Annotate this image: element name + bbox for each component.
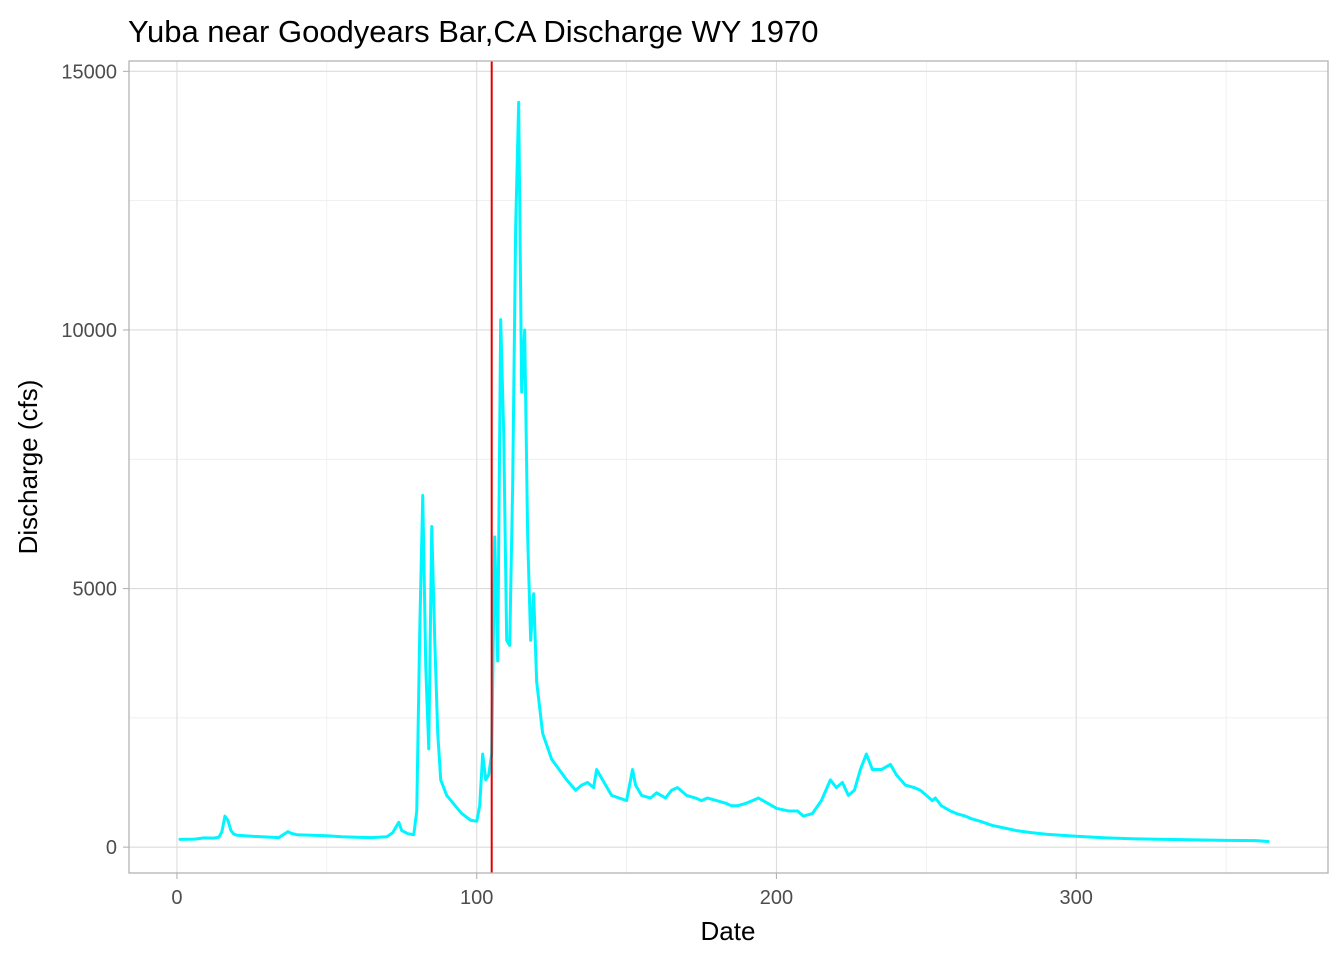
series-layer xyxy=(178,100,1270,843)
y-tick-label: 10000 xyxy=(61,320,117,342)
y-axis-title: Discharge (cfs) xyxy=(13,380,43,555)
discharge-series-line xyxy=(178,100,1270,843)
minor-gridlines xyxy=(129,61,1328,873)
axis-ticks xyxy=(123,70,1077,879)
y-tick-label: 0 xyxy=(106,837,117,859)
tick-labels: 0 100 200 300 0 5000 10000 15000 xyxy=(61,61,1093,909)
major-gridlines xyxy=(129,61,1328,873)
x-tick-label: 0 xyxy=(171,887,182,909)
x-tick-label: 200 xyxy=(760,887,793,909)
chart-title: Yuba near Goodyears Bar,CA Discharge WY … xyxy=(128,14,818,49)
panel-border xyxy=(128,60,1329,874)
x-axis-title: Date xyxy=(701,916,756,946)
y-tick-label: 15000 xyxy=(61,61,117,83)
y-tick-label: 5000 xyxy=(73,579,118,601)
x-tick-label: 300 xyxy=(1060,887,1093,909)
x-tick-label: 100 xyxy=(460,887,493,909)
